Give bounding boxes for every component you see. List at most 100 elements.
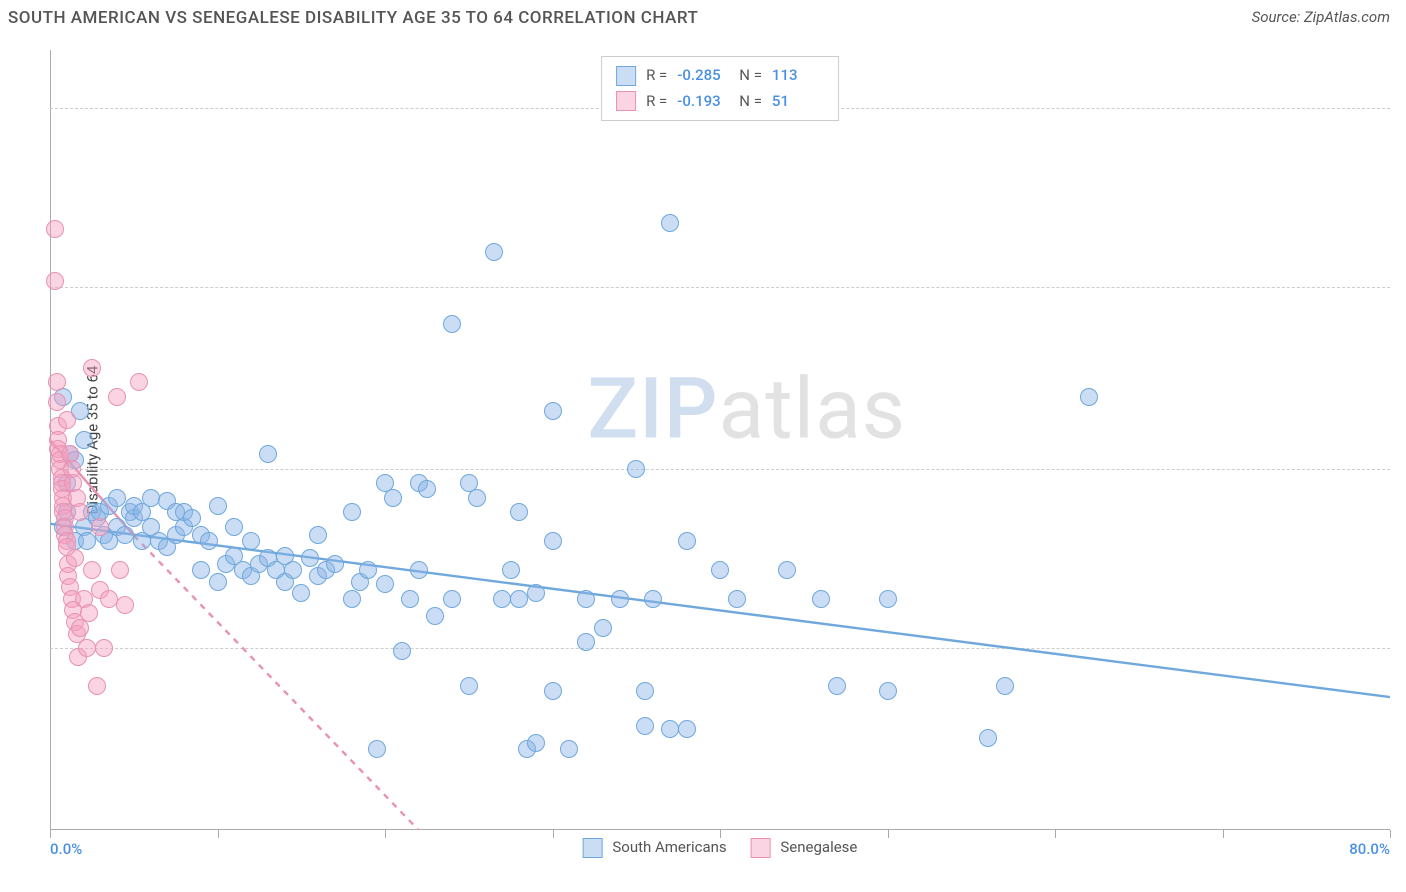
trend-lines [50,50,1390,830]
scatter-point [71,503,89,521]
scatter-point [359,561,377,579]
r-label: R = [646,63,667,89]
scatter-point [393,642,411,660]
scatter-point [544,402,562,420]
scatter-point [368,740,386,758]
scatter-point [111,561,129,579]
scatter-point [1080,388,1098,406]
legend-swatch-pink [616,91,636,111]
scatter-point [58,411,76,429]
scatter-point [88,677,106,695]
x-tick [385,830,386,838]
scatter-point [91,518,109,536]
scatter-point [292,584,310,602]
chart-source: Source: ZipAtlas.com [1252,8,1390,26]
chart-area: Disability Age 35 to 64 6.3%12.5%18.8%25… [50,50,1390,830]
scatter-point [828,677,846,695]
scatter-point [502,561,520,579]
scatter-point [66,549,84,567]
scatter-point [443,590,461,608]
x-tick [1223,830,1224,838]
scatter-point [611,590,629,608]
x-tick [218,830,219,838]
gridline [50,648,1390,649]
scatter-point [95,639,113,657]
watermark: ZIPatlas [587,359,906,458]
scatter-point [183,509,201,527]
scatter-point [200,532,218,550]
scatter-point [108,489,126,507]
n-value-1: 51 [772,89,824,115]
chart-header: SOUTH AMERICAN VS SENEGALESE DISABILITY … [0,0,1406,32]
legend-label: Senegalese [780,838,857,856]
gridline [50,469,1390,470]
legend-swatch-pink [751,838,771,858]
watermark-atlas: atlas [719,359,907,458]
scatter-point [879,682,897,700]
scatter-point [636,717,654,735]
scatter-point [636,682,654,700]
scatter-point [418,480,436,498]
scatter-point [130,373,148,391]
legend-swatch-blue [616,66,636,86]
scatter-point [78,532,96,550]
scatter-point [284,561,302,579]
r-label: R = [646,89,667,115]
scatter-point [468,489,486,507]
scatter-point [48,393,66,411]
x-max-label: 80.0% [1349,840,1390,858]
scatter-point [78,639,96,657]
scatter-point [384,489,402,507]
scatter-point [100,590,118,608]
scatter-point [560,740,578,758]
scatter-point [116,596,134,614]
scatter-point [225,518,243,536]
scatter-point [46,220,64,238]
scatter-point [711,561,729,579]
scatter-point [108,388,126,406]
scatter-point [594,619,612,637]
scatter-point [343,590,361,608]
scatter-point [493,590,511,608]
r-value-0: -0.285 [677,63,729,89]
n-label: N = [739,63,762,89]
scatter-point [410,561,428,579]
correlation-legend: R = -0.285 N = 113 R = -0.193 N = 51 [601,56,839,121]
scatter-point [83,359,101,377]
x-tick [888,830,889,838]
scatter-point [661,720,679,738]
scatter-point [460,677,478,695]
scatter-point [577,590,595,608]
scatter-point [544,532,562,550]
scatter-point [376,575,394,593]
scatter-point [778,561,796,579]
gridline [50,287,1390,288]
x-tick [720,830,721,838]
x-tick [1390,830,1391,838]
scatter-point [996,677,1014,695]
scatter-point [544,682,562,700]
scatter-point [80,604,98,622]
x-tick [50,830,51,838]
n-value-0: 113 [772,63,824,89]
scatter-point [661,214,679,232]
legend-label: South Americans [612,838,726,856]
scatter-point [242,532,260,550]
scatter-point [343,503,361,521]
scatter-point [812,590,830,608]
series-legend: South Americans Senegalese [583,838,858,858]
n-label: N = [739,89,762,115]
scatter-point [678,720,696,738]
scatter-point [644,590,662,608]
scatter-point [678,532,696,550]
legend-item: South Americans [583,838,727,858]
scatter-point [46,272,64,290]
scatter-point [510,590,528,608]
scatter-point [83,561,101,579]
scatter-point [426,607,444,625]
r-value-1: -0.193 [677,89,729,115]
x-tick [1055,830,1056,838]
scatter-point [209,573,227,591]
x-min-label: 0.0% [50,840,82,858]
legend-row: R = -0.193 N = 51 [616,89,824,115]
